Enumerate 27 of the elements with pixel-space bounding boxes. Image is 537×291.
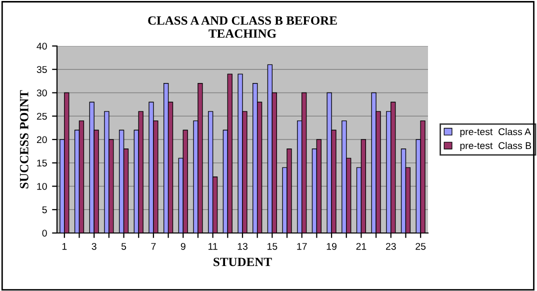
x-tick-label: 13 — [238, 242, 248, 250]
x-tick-label: 9 — [180, 242, 186, 250]
x-tick-label: 7 — [151, 243, 156, 250]
y-tick-label: 5 — [42, 206, 47, 214]
x-tick-label: 15 — [268, 243, 278, 250]
y-tick-label: 40 — [36, 42, 47, 50]
x-axis-title: STUDENT — [214, 258, 272, 266]
y-tick-label: 25 — [36, 112, 47, 120]
x-tick-label: 5 — [121, 243, 126, 250]
y-tick-label: 0 — [42, 230, 47, 237]
y-tick-label: 15 — [37, 160, 47, 166]
y-axis-title: SUCCESS POINT — [20, 90, 28, 188]
x-tick-label: 17 — [297, 243, 307, 250]
legend-label: pre-test Class B — [460, 142, 532, 151]
y-tick-label: 20 — [36, 136, 47, 144]
y-tick-label: 35 — [36, 66, 47, 73]
legend-label: pre-test Class A — [460, 128, 532, 138]
x-tick-label: 23 — [386, 242, 396, 250]
y-tick-label: 30 — [36, 89, 47, 96]
x-tick-label: 19 — [326, 242, 336, 250]
x-tick-label: 21 — [356, 242, 366, 250]
y-tick-label: 10 — [37, 182, 47, 190]
x-tick-label: 25 — [416, 242, 426, 250]
x-tick-label: 3 — [92, 242, 96, 250]
chart-title: CLASS A AND CLASS B BEFORE TEACHING — [148, 16, 337, 38]
x-tick-label: 11 — [208, 243, 218, 250]
x-tick-label: 1 — [62, 243, 67, 250]
